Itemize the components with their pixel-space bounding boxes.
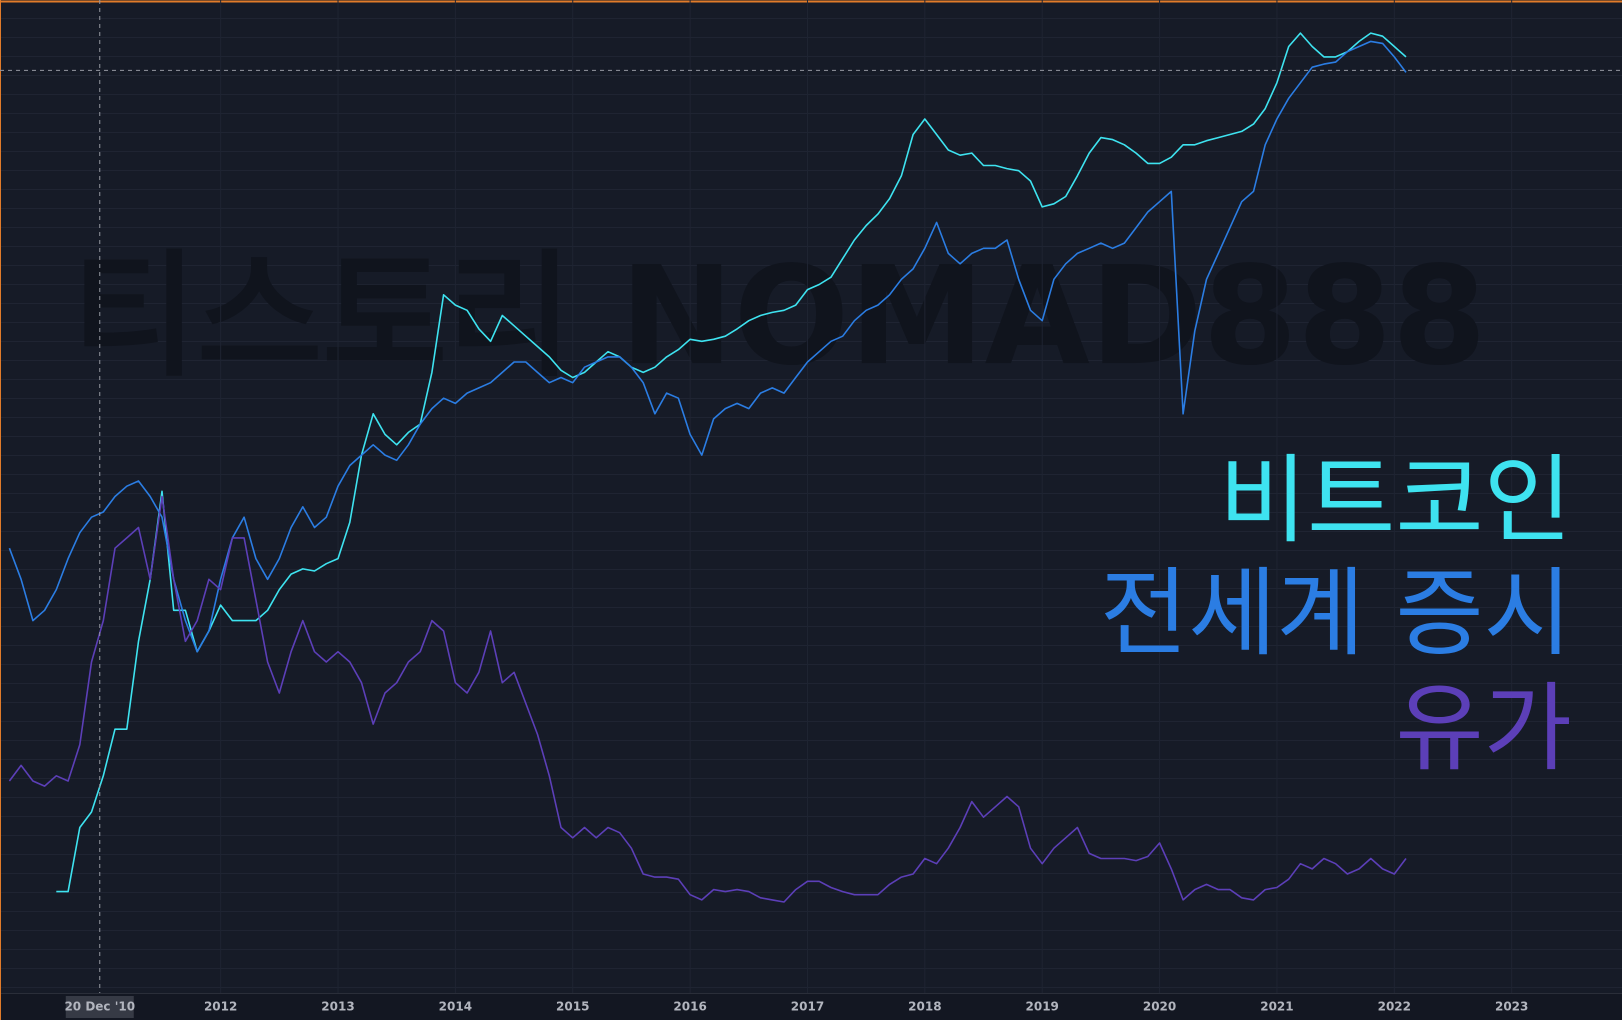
x-axis-strip — [0, 993, 1622, 1020]
x-tick-label: 2022 — [1378, 1000, 1411, 1014]
crosshair-label: 20 Dec '10 — [64, 1000, 135, 1014]
x-tick-label: 2021 — [1260, 1000, 1293, 1014]
x-tick-label: 2018 — [908, 1000, 941, 1014]
x-tick-label: 2017 — [791, 1000, 824, 1014]
series-line — [8, 40, 1407, 653]
x-tick-label: 2013 — [321, 1000, 354, 1014]
legend-entry: 유가 — [1395, 672, 1572, 784]
x-tick-label: 2023 — [1495, 1000, 1528, 1014]
x-tick-label: 2020 — [1143, 1000, 1176, 1014]
series-line — [8, 495, 1407, 903]
x-tick-label: 2019 — [1026, 1000, 1059, 1014]
x-tick-label: 2012 — [204, 1000, 237, 1014]
legend-entry: 전세계 증시 — [1100, 557, 1572, 669]
grid-pattern — [0, 0, 1622, 993]
x-tick-label: 2015 — [556, 1000, 589, 1014]
legend-entry: 비트코인 — [1219, 444, 1572, 556]
series-line — [56, 32, 1407, 893]
x-tick-label: 2014 — [439, 1000, 472, 1014]
x-tick-label: 2016 — [673, 1000, 706, 1014]
crosshair-label-box — [65, 996, 134, 1018]
watermark: 티스토리 NOMAD888 — [72, 238, 1487, 396]
